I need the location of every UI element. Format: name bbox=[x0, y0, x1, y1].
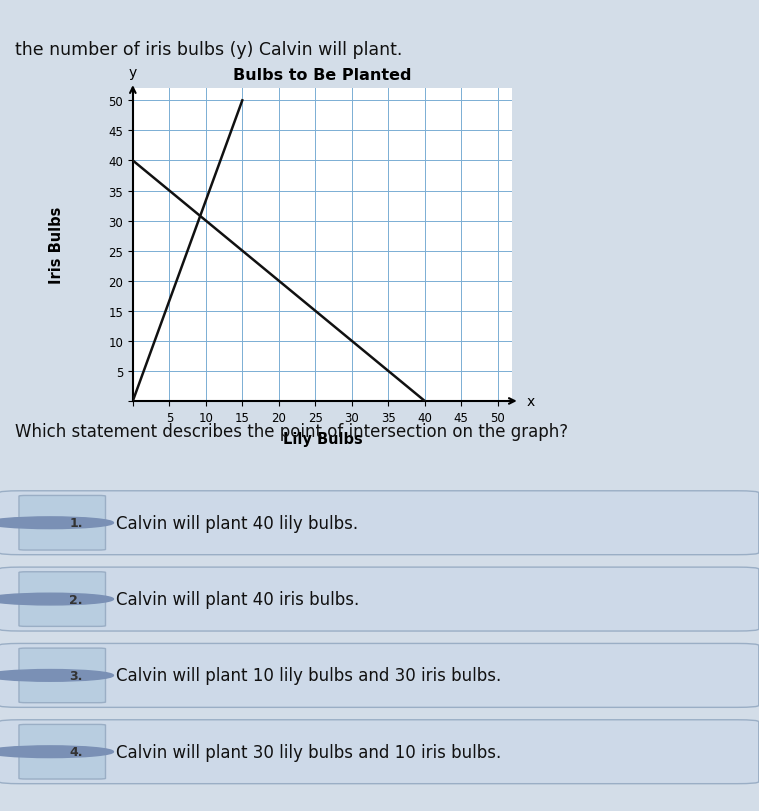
Text: 2.: 2. bbox=[70, 593, 83, 606]
Text: Calvin will plant 40 iris bulbs.: Calvin will plant 40 iris bulbs. bbox=[116, 590, 360, 608]
Text: y: y bbox=[129, 67, 137, 80]
Title: Bulbs to Be Planted: Bulbs to Be Planted bbox=[233, 67, 412, 83]
Text: the number of iris bulbs (y) Calvin will plant.: the number of iris bulbs (y) Calvin will… bbox=[15, 41, 402, 58]
FancyBboxPatch shape bbox=[0, 720, 759, 783]
X-axis label: Lily Bulbs: Lily Bulbs bbox=[282, 431, 363, 446]
FancyBboxPatch shape bbox=[19, 724, 106, 779]
Circle shape bbox=[0, 670, 113, 681]
Text: Calvin will plant 30 lily bulbs and 10 iris bulbs.: Calvin will plant 30 lily bulbs and 10 i… bbox=[116, 743, 502, 761]
Circle shape bbox=[0, 517, 113, 529]
Text: 4.: 4. bbox=[70, 745, 83, 758]
Text: x: x bbox=[527, 394, 535, 409]
Text: 3.: 3. bbox=[70, 669, 83, 682]
FancyBboxPatch shape bbox=[19, 572, 106, 627]
FancyBboxPatch shape bbox=[19, 648, 106, 703]
Text: Which statement describes the point of intersection on the graph?: Which statement describes the point of i… bbox=[15, 423, 568, 440]
FancyBboxPatch shape bbox=[0, 568, 759, 631]
Text: Calvin will plant 10 lily bulbs and 30 iris bulbs.: Calvin will plant 10 lily bulbs and 30 i… bbox=[116, 667, 502, 684]
Circle shape bbox=[0, 594, 113, 605]
FancyBboxPatch shape bbox=[0, 644, 759, 707]
Circle shape bbox=[0, 746, 113, 757]
FancyBboxPatch shape bbox=[0, 491, 759, 555]
FancyBboxPatch shape bbox=[19, 496, 106, 551]
Text: Iris Bulbs: Iris Bulbs bbox=[49, 206, 65, 284]
Text: 1.: 1. bbox=[70, 517, 83, 530]
Text: Calvin will plant 40 lily bulbs.: Calvin will plant 40 lily bulbs. bbox=[116, 514, 358, 532]
